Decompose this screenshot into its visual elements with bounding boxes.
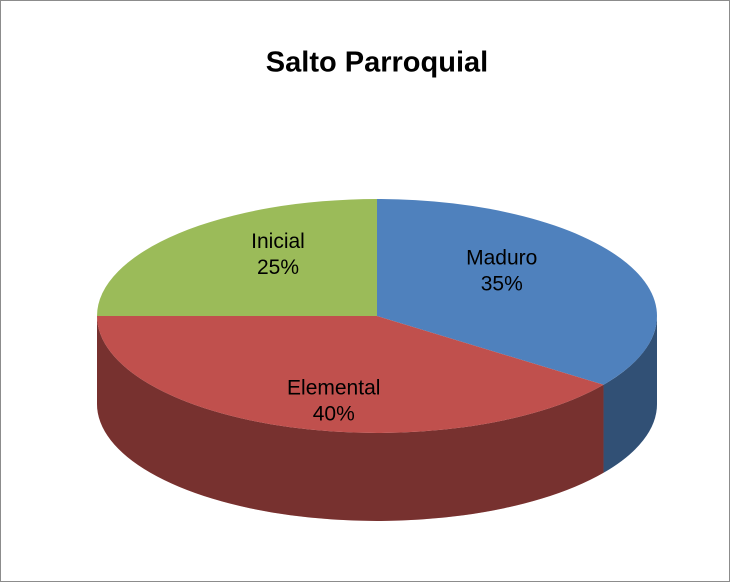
slice xyxy=(97,316,604,433)
slice-value-label: 25% xyxy=(257,256,299,279)
slice-side xyxy=(603,316,657,473)
slice-label: Maduro xyxy=(466,246,537,269)
slice xyxy=(377,199,657,385)
slice-side xyxy=(97,316,604,522)
slice-label: Inicial xyxy=(251,230,305,253)
slice-value-label: 40% xyxy=(313,403,355,426)
chart-title: Salto Parroquial xyxy=(266,47,488,79)
slice xyxy=(97,199,377,316)
slice-side-shade xyxy=(603,316,657,473)
slice-label: Elemental xyxy=(287,377,380,400)
slice-side-shade xyxy=(97,316,604,522)
slice-value-label: 35% xyxy=(481,272,523,295)
